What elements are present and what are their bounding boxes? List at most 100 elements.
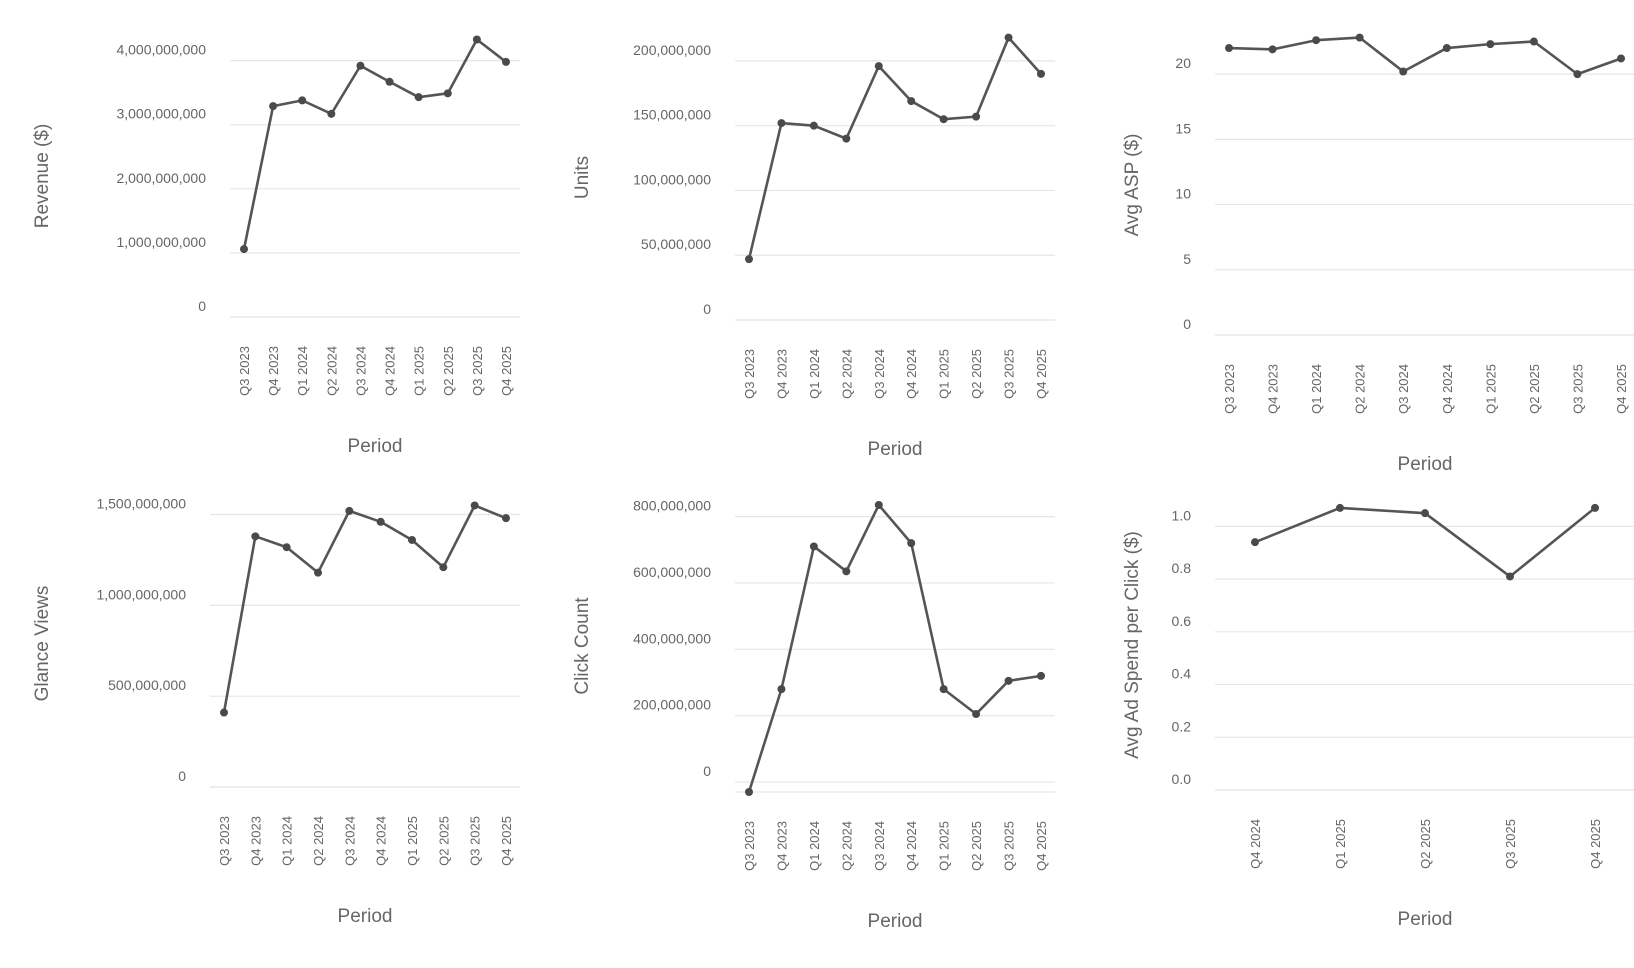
chart-0-point-q1-2025 <box>414 93 423 102</box>
chart-2-point-q1-2025 <box>1486 40 1495 49</box>
chart-1-xtick-q3-2024: Q3 2024 <box>872 349 887 399</box>
chart-5-point-q4-2024 <box>1251 538 1259 547</box>
chart-2-point-q1-2024 <box>1312 36 1321 45</box>
chart-2-xtick-q2-2025: Q2 2025 <box>1527 364 1542 414</box>
chart-1-series-line <box>747 36 1042 260</box>
chart-4-point-q3-2024 <box>874 500 883 509</box>
chart-2-point-q4-2023 <box>1268 45 1277 54</box>
chart-3-y-axis-title: Glance Views <box>32 586 53 702</box>
chart-0-xtick-q3-2024: Q3 2024 <box>353 346 368 396</box>
chart-1-ytick-label: 100,000,000 <box>633 171 711 187</box>
units-chart: 0 50,000,000 100,000,000 150,000,000 200,000… <box>572 33 1055 460</box>
chart-2-series-line <box>1228 36 1622 76</box>
chart-4-xtick-q4-2025: Q4 2025 <box>1034 821 1049 871</box>
chart-4-point-q1-2024 <box>809 542 818 551</box>
chart-0-point-q3-2025 <box>472 35 481 44</box>
chart-0-series-line <box>242 38 507 250</box>
chart-4-point-q3-2023 <box>745 788 753 796</box>
chart-0-x-axis-title: Period <box>348 436 403 457</box>
glance-views-chart: 0 500,000,000 1,000,000,000 1,500,000,000 Q3… <box>32 496 520 927</box>
chart-1-point-q3-2023 <box>745 255 753 264</box>
chart-1-xtick-q4-2023: Q4 2023 <box>774 349 789 399</box>
chart-4-xtick-q3-2023: Q3 2023 <box>742 821 757 871</box>
chart-3-ytick-label: 1,500,000,000 <box>96 496 186 512</box>
chart-5-xtick-q4-2024: Q4 2024 <box>1248 819 1263 869</box>
chart-0-ytick-label: 2,000,000,000 <box>116 170 206 186</box>
chart-5-xtick-q2-2025: Q2 2025 <box>1418 819 1433 869</box>
chart-3-point-q1-2024 <box>282 543 291 552</box>
chart-3-point-q3-2023 <box>220 708 228 717</box>
chart-5-ytick-label: 0.0 <box>1172 771 1192 787</box>
chart-4-series-line <box>747 503 1042 793</box>
chart-0-xtick-q3-2023: Q3 2023 <box>237 346 252 396</box>
chart-1-ytick-label: 0 <box>703 301 711 317</box>
chart-2-xtick-q4-2024: Q4 2024 <box>1440 364 1455 414</box>
chart-0-point-q2-2025 <box>443 89 452 98</box>
chart-1-x-axis-title: Period <box>868 439 923 460</box>
chart-4-xtick-q1-2025: Q1 2025 <box>937 821 952 871</box>
chart-1-ytick-label: 50,000,000 <box>641 236 711 252</box>
chart-1-xtick-q1-2024: Q1 2024 <box>807 349 822 399</box>
chart-0-xtick-q4-2023: Q4 2023 <box>266 346 281 396</box>
chart-4-y-axis-title: Click Count <box>572 597 593 695</box>
chart-2-point-q2-2025 <box>1529 37 1538 46</box>
chart-3-xtick-q1-2024: Q1 2024 <box>280 816 295 866</box>
chart-0-ytick-label: 0 <box>198 298 206 314</box>
chart-0-xtick-q4-2024: Q4 2024 <box>383 346 398 396</box>
chart-1-point-q4-2024 <box>907 97 916 106</box>
chart-4-ytick-label: 0 <box>703 763 711 779</box>
chart-2-ytick-label: 15 <box>1175 120 1191 136</box>
chart-1-xtick-q3-2025: Q3 2025 <box>1002 349 1017 399</box>
chart-1-point-q3-2024 <box>874 62 883 71</box>
chart-3-ytick-label: 0 <box>178 768 186 784</box>
chart-0-point-q2-2024 <box>327 109 336 118</box>
click-count-chart: 0 200,000,000 400,000,000 600,000,000 800,00… <box>572 498 1055 932</box>
chart-5-y-axis-title: Avg Ad Spend per Click ($) <box>1122 531 1143 759</box>
chart-2-y-axis-title: Avg ASP ($) <box>1122 134 1143 237</box>
chart-4-xtick-q4-2023: Q4 2023 <box>774 821 789 871</box>
chart-1-ytick-label: 150,000,000 <box>633 107 711 123</box>
avg-asp-chart: 0 5 10 15 20 Q3 2023 Q4 2023 Q1 2024 Q2 2024 Q3 2… <box>1122 33 1634 475</box>
chart-3-point-q4-2023 <box>251 532 260 541</box>
chart-5-x-axis-title: Period <box>1398 909 1453 930</box>
chart-5-point-q4-2025 <box>1591 503 1599 512</box>
chart-1-point-q1-2025 <box>939 115 948 124</box>
chart-0-point-q1-2024 <box>298 96 307 105</box>
chart-5-ytick-label: 0.2 <box>1172 718 1192 734</box>
chart-3-series-line <box>222 504 507 713</box>
chart-0-y-axis-title: Revenue ($) <box>32 124 53 229</box>
chart-5-point-q3-2025 <box>1506 572 1514 581</box>
chart-3-xtick-q4-2025: Q4 2025 <box>499 816 514 866</box>
chart-1-y-axis-title: Units <box>572 156 593 199</box>
chart-1-xtick-q3-2023: Q3 2023 <box>742 349 757 399</box>
chart-4-point-q4-2025 <box>1037 671 1045 680</box>
chart-4-xtick-q3-2024: Q3 2024 <box>872 821 887 871</box>
chart-4-point-q3-2025 <box>1004 676 1013 685</box>
chart-2-xtick-q1-2024: Q1 2024 <box>1309 364 1324 414</box>
chart-5-xtick-q4-2025: Q4 2025 <box>1588 819 1603 869</box>
chart-4-ytick-label: 200,000,000 <box>633 697 711 713</box>
chart-2-xtick-q3-2024: Q3 2024 <box>1396 364 1411 414</box>
chart-3-xtick-q3-2023: Q3 2023 <box>217 816 232 866</box>
chart-2-point-q3-2025 <box>1573 70 1582 79</box>
chart-2-xtick-q2-2024: Q2 2024 <box>1353 364 1368 414</box>
chart-2-xtick-q3-2023: Q3 2023 <box>1222 364 1237 414</box>
chart-5-ytick-label: 0.8 <box>1172 560 1192 576</box>
chart-4-ytick-label: 600,000,000 <box>633 564 711 580</box>
chart-0-point-q4-2024 <box>385 77 394 86</box>
chart-5-ytick-label: 1.0 <box>1172 507 1192 523</box>
chart-2-ytick-label: 5 <box>1183 251 1191 267</box>
chart-5-xtick-q3-2025: Q3 2025 <box>1503 819 1518 869</box>
chart-3-point-q2-2024 <box>314 568 322 577</box>
chart-3-point-q4-2024 <box>376 517 385 526</box>
chart-1-point-q1-2024 <box>809 121 818 130</box>
chart-1-xtick-q4-2024: Q4 2024 <box>904 349 919 399</box>
chart-3-xtick-q3-2024: Q3 2024 <box>342 816 357 866</box>
chart-3-point-q3-2024 <box>345 506 354 515</box>
chart-2-point-q3-2024 <box>1399 67 1408 76</box>
chart-2-point-q2-2024 <box>1355 33 1364 42</box>
chart-3-xtick-q2-2024: Q2 2024 <box>311 816 326 866</box>
chart-3-point-q3-2025 <box>470 501 479 510</box>
chart-4-ytick-label: 800,000,000 <box>633 498 711 514</box>
